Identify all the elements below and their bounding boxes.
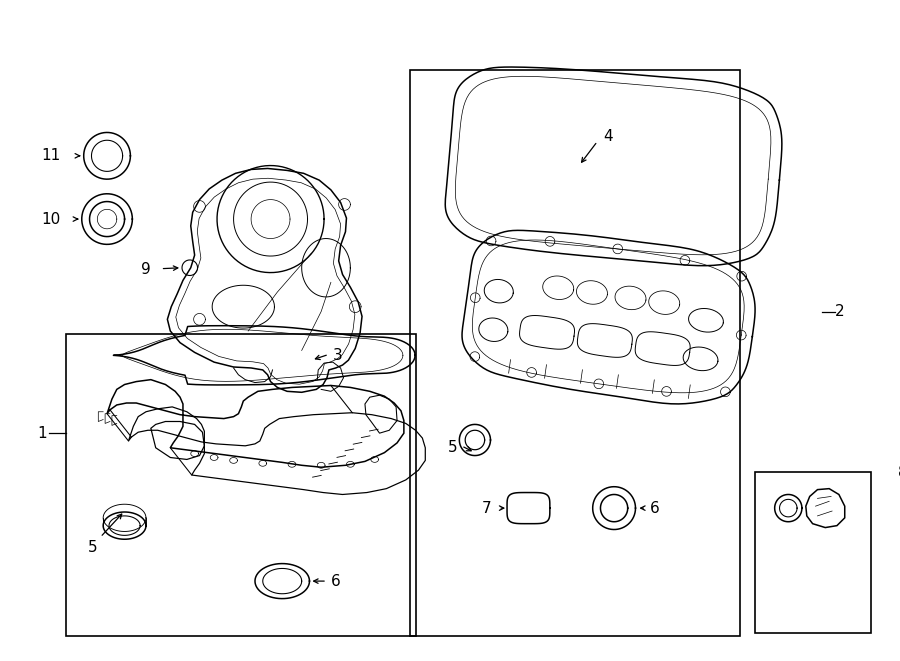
Text: 2: 2 xyxy=(835,304,844,319)
Text: 6: 6 xyxy=(331,574,340,588)
Text: 11: 11 xyxy=(41,148,60,163)
Text: 5: 5 xyxy=(87,539,97,555)
Text: 1: 1 xyxy=(37,426,47,441)
Text: 4: 4 xyxy=(603,129,613,144)
Text: 10: 10 xyxy=(41,212,60,227)
Text: 3: 3 xyxy=(333,348,343,363)
Text: 5: 5 xyxy=(447,440,457,455)
Text: 9: 9 xyxy=(141,262,151,277)
Text: 6: 6 xyxy=(650,500,660,516)
Text: 7: 7 xyxy=(482,500,491,516)
Text: 8: 8 xyxy=(898,465,900,480)
